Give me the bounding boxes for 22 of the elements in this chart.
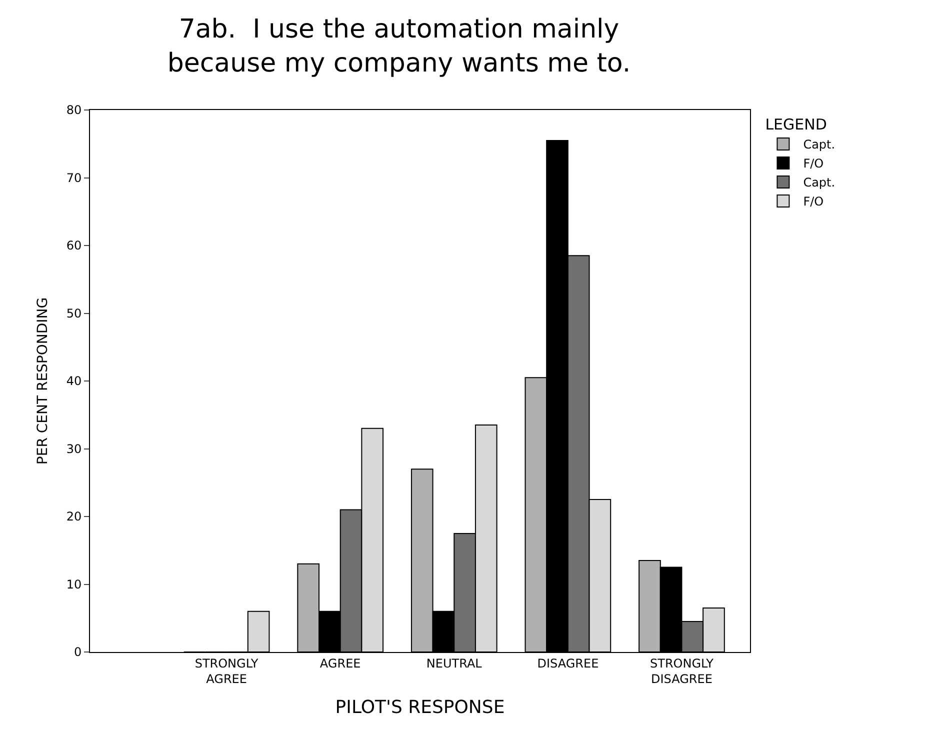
x-tick-label: NEUTRAL <box>426 656 482 670</box>
legend-title: LEGEND <box>765 116 827 134</box>
y-tick-label: 0 <box>74 645 82 660</box>
chart-title: 7ab. I use the automation mainly because my company wants me to. <box>167 14 631 78</box>
x-tick-label: STRONGLY DISAGREE <box>650 656 714 686</box>
legend-label: F/O <box>803 156 824 171</box>
legend-label: Capt. <box>803 176 836 190</box>
legend-label: F/O <box>803 194 824 209</box>
y-tick-label: 70 <box>66 170 82 185</box>
x-tick-label: AGREE <box>320 656 361 670</box>
x-tick-label: STRONGLY AGREE <box>194 656 259 686</box>
y-tick-label: 20 <box>66 510 82 524</box>
y-tick-label: 50 <box>66 306 82 320</box>
y-tick-label: 60 <box>66 238 82 253</box>
y-tick-label: 10 <box>66 577 82 592</box>
y-tick-label: 30 <box>66 442 82 456</box>
y-axis-title: PER CENT RESPONDING <box>34 297 51 465</box>
y-tick-label: 80 <box>66 103 82 118</box>
x-tick-label: DISAGREE <box>537 656 599 670</box>
y-tick-label: 40 <box>66 374 82 388</box>
legend-label: Capt. <box>803 138 836 152</box>
x-axis-title: PILOT'S RESPONSE <box>335 697 505 718</box>
